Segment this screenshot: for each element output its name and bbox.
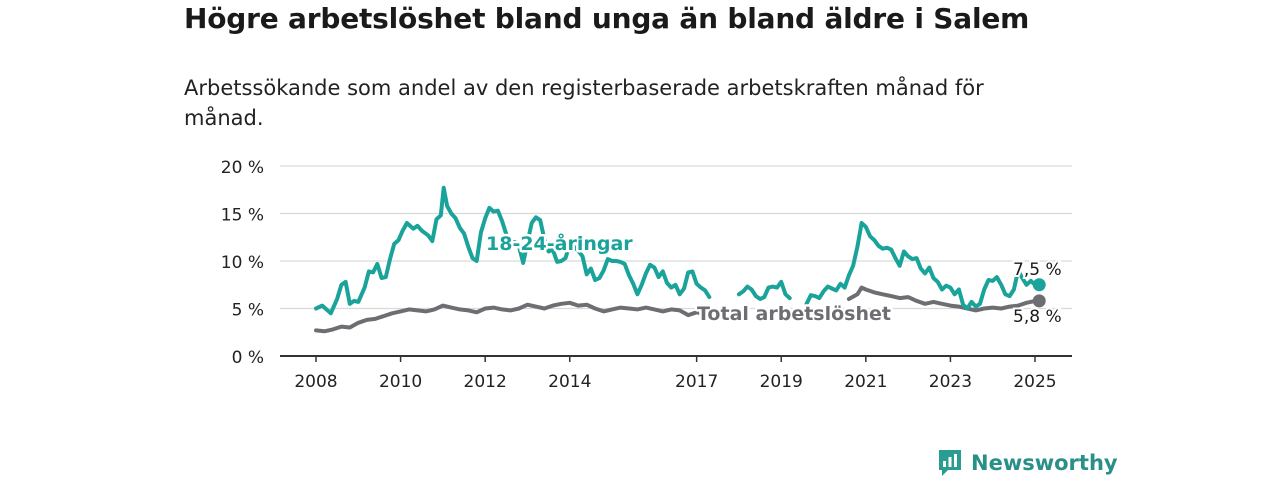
y-tick-label: 20 %	[221, 158, 264, 178]
series-labels: 18-24-åringar Total arbetslöshet 7,5 % 5,8 …	[484, 229, 1064, 330]
end-label-youth: 7,5 %	[1013, 260, 1062, 280]
series-line-youth	[314, 185, 712, 316]
y-axis-ticks: 0 % 5 % 10 % 15 % 20 %	[221, 158, 264, 368]
end-point-total	[1032, 294, 1046, 308]
newsworthy-logo: Newsworthy	[937, 448, 1118, 478]
chart-title: Högre arbetslöshet bland unga än bland ä…	[184, 2, 1030, 35]
x-tick-label: 2008	[294, 372, 337, 392]
chart-subtitle: Arbetssökande som andel av den registerb…	[184, 76, 984, 130]
x-tick-label: 2023	[929, 372, 972, 392]
x-tick-label: 2010	[379, 372, 422, 392]
newsworthy-logo-icon	[939, 450, 961, 476]
y-tick-label: 0 %	[232, 348, 264, 368]
series-line-youth	[736, 279, 792, 301]
x-tick-label: 2021	[844, 372, 887, 392]
x-axis: 2008 2010 2012 2014 2017 2019 2021 2023 2025	[280, 355, 1072, 392]
series-line-total	[314, 300, 716, 334]
x-tick-label: 2017	[675, 372, 718, 392]
x-tick-label: 2019	[760, 372, 803, 392]
series-lines	[314, 185, 1046, 334]
series-label-youth: 18-24-åringar	[486, 231, 633, 255]
y-tick-label: 5 %	[232, 301, 264, 321]
series-line-youth	[804, 221, 1042, 311]
x-tick-label: 2012	[464, 372, 507, 392]
y-tick-label: 10 %	[221, 253, 264, 273]
x-tick-label: 2014	[548, 372, 591, 392]
y-tick-label: 15 %	[221, 206, 264, 226]
series-line-total	[846, 285, 1042, 313]
newsworthy-logo-text: Newsworthy	[971, 451, 1118, 475]
x-tick-label: 2025	[1013, 372, 1056, 392]
end-point-youth	[1032, 278, 1046, 292]
series-label-total: Total arbetslöshet	[697, 303, 891, 325]
end-label-total: 5,8 %	[1013, 307, 1062, 327]
